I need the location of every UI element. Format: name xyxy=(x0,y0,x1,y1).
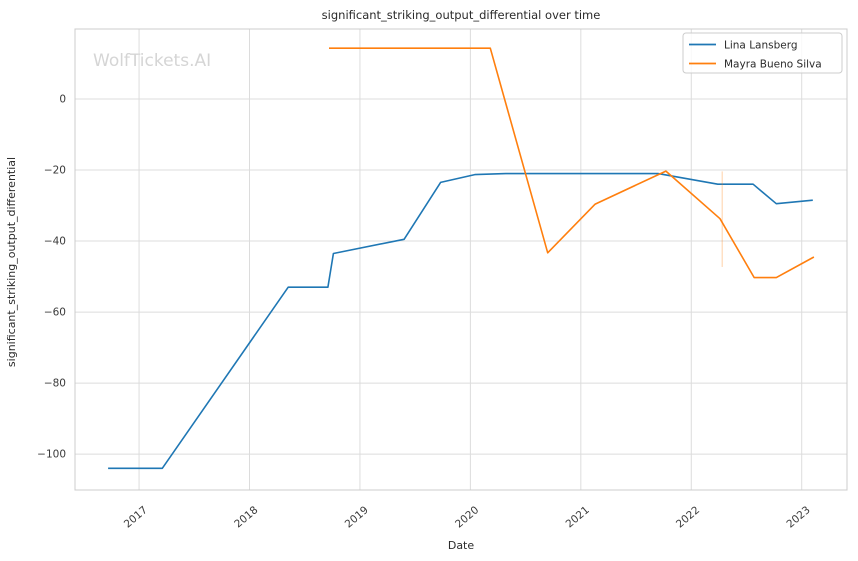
y-tick-label: 0 xyxy=(59,93,66,105)
y-tick-labels: 0 −20 −40 −60 −80 −100 xyxy=(37,93,66,460)
x-tick-label: 2020 xyxy=(453,504,481,530)
legend: Lina Lansberg Mayra Bueno Silva xyxy=(682,32,843,74)
x-tick-label: 2019 xyxy=(343,504,371,530)
x-tick-label: 2022 xyxy=(674,504,702,530)
legend-label-lina-lansberg: Lina Lansberg xyxy=(724,40,798,52)
legend-box xyxy=(682,32,843,74)
y-tick-label: −100 xyxy=(37,449,66,461)
x-tick-labels: 2017 2018 2019 2020 2021 2022 2023 xyxy=(122,504,813,530)
x-tick-label: 2021 xyxy=(564,504,592,530)
series-lines xyxy=(108,47,815,470)
plot-border xyxy=(74,28,848,491)
y-tick-label: −60 xyxy=(44,307,66,319)
legend-items: Lina Lansberg Mayra Bueno Silva xyxy=(689,40,822,71)
x-axis-label: Date xyxy=(448,539,475,552)
series-line-mayra-bueno-silva xyxy=(329,47,815,279)
x-tick-label: 2018 xyxy=(232,504,260,530)
y-axis-label: significant_striking_output_differential xyxy=(5,157,18,367)
x-tick-label: 2017 xyxy=(122,504,150,530)
y-tick-label: −80 xyxy=(44,378,66,390)
watermark-text: WolfTickets.AI xyxy=(93,51,211,71)
chart-title: significant_striking_output_differential… xyxy=(322,8,601,22)
legend-label-mayra-bueno-silva: Mayra Bueno Silva xyxy=(724,59,822,71)
series-line-lina-lansberg xyxy=(108,172,813,470)
x-tick-label: 2023 xyxy=(784,504,812,530)
gridlines xyxy=(75,29,847,490)
y-tick-label: −40 xyxy=(44,236,66,248)
plot-area xyxy=(75,29,847,490)
y-tick-label: −20 xyxy=(44,164,66,176)
